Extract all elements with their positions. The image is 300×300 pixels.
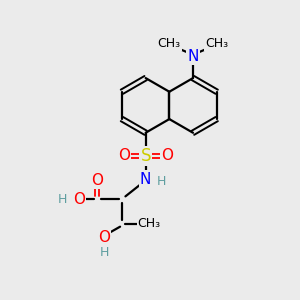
Text: H: H <box>99 246 109 259</box>
Text: CH₃: CH₃ <box>205 38 228 50</box>
Text: H: H <box>156 175 166 188</box>
Text: CH₃: CH₃ <box>158 38 181 50</box>
Text: O: O <box>161 148 173 164</box>
Text: S: S <box>140 147 151 165</box>
Text: CH₃: CH₃ <box>138 217 161 230</box>
Text: O: O <box>73 192 85 207</box>
Text: N: N <box>187 49 199 64</box>
Text: O: O <box>91 172 103 188</box>
Text: O: O <box>98 230 110 244</box>
Text: O: O <box>118 148 130 164</box>
Text: N: N <box>140 172 151 187</box>
Text: H: H <box>58 193 67 206</box>
